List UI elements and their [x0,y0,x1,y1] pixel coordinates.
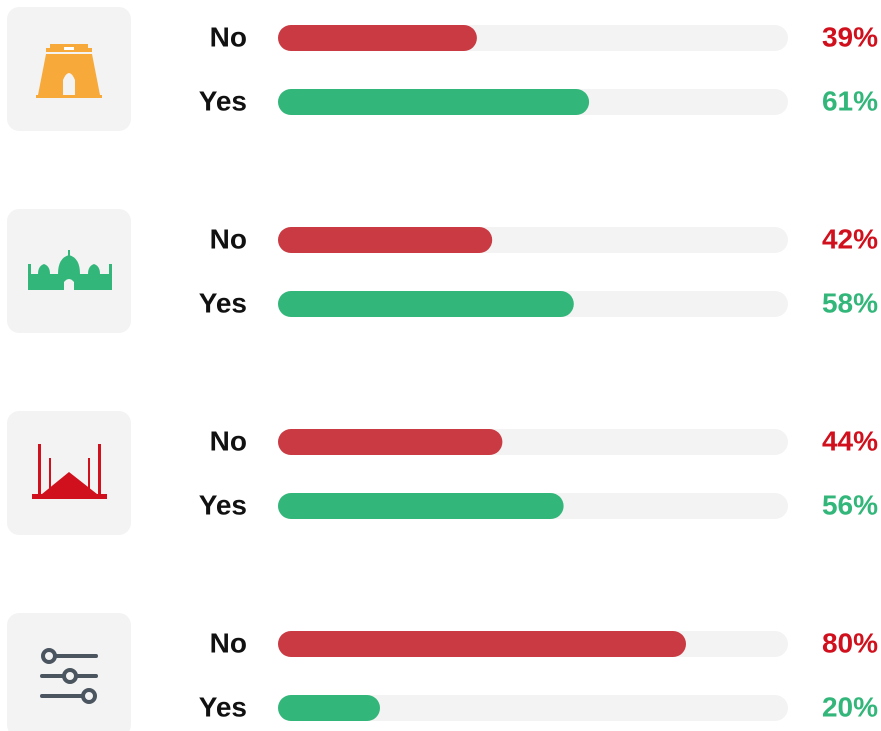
percent-label: 58% [822,287,878,318]
option-label: No [210,223,247,254]
option-label: No [210,21,247,52]
settings-sliders-icon[interactable] [40,648,98,704]
bar [278,695,380,721]
option-label: Yes [199,287,247,318]
icon-tiles [7,7,131,731]
percent-label: 61% [822,85,878,116]
option-label: Yes [199,691,247,722]
bar [278,25,477,51]
percent-label: 39% [822,21,878,52]
bar [278,631,686,657]
bar [278,89,590,115]
bar-track [278,695,788,721]
percent-label: 42% [822,223,878,254]
percent-label: 20% [822,691,878,722]
option-label: No [210,425,247,456]
option-label: No [210,627,247,658]
bar [278,291,574,317]
bar [278,429,503,455]
bar [278,227,493,253]
bar [278,493,564,519]
percent-label: 80% [822,627,878,658]
option-label: Yes [199,489,247,520]
faisal-mosque-icon [32,444,107,499]
mosque-icon [28,250,112,290]
percent-label: 44% [822,425,878,456]
percent-label: 56% [822,489,878,520]
mausoleum-icon [36,44,102,98]
option-label: Yes [199,85,247,116]
